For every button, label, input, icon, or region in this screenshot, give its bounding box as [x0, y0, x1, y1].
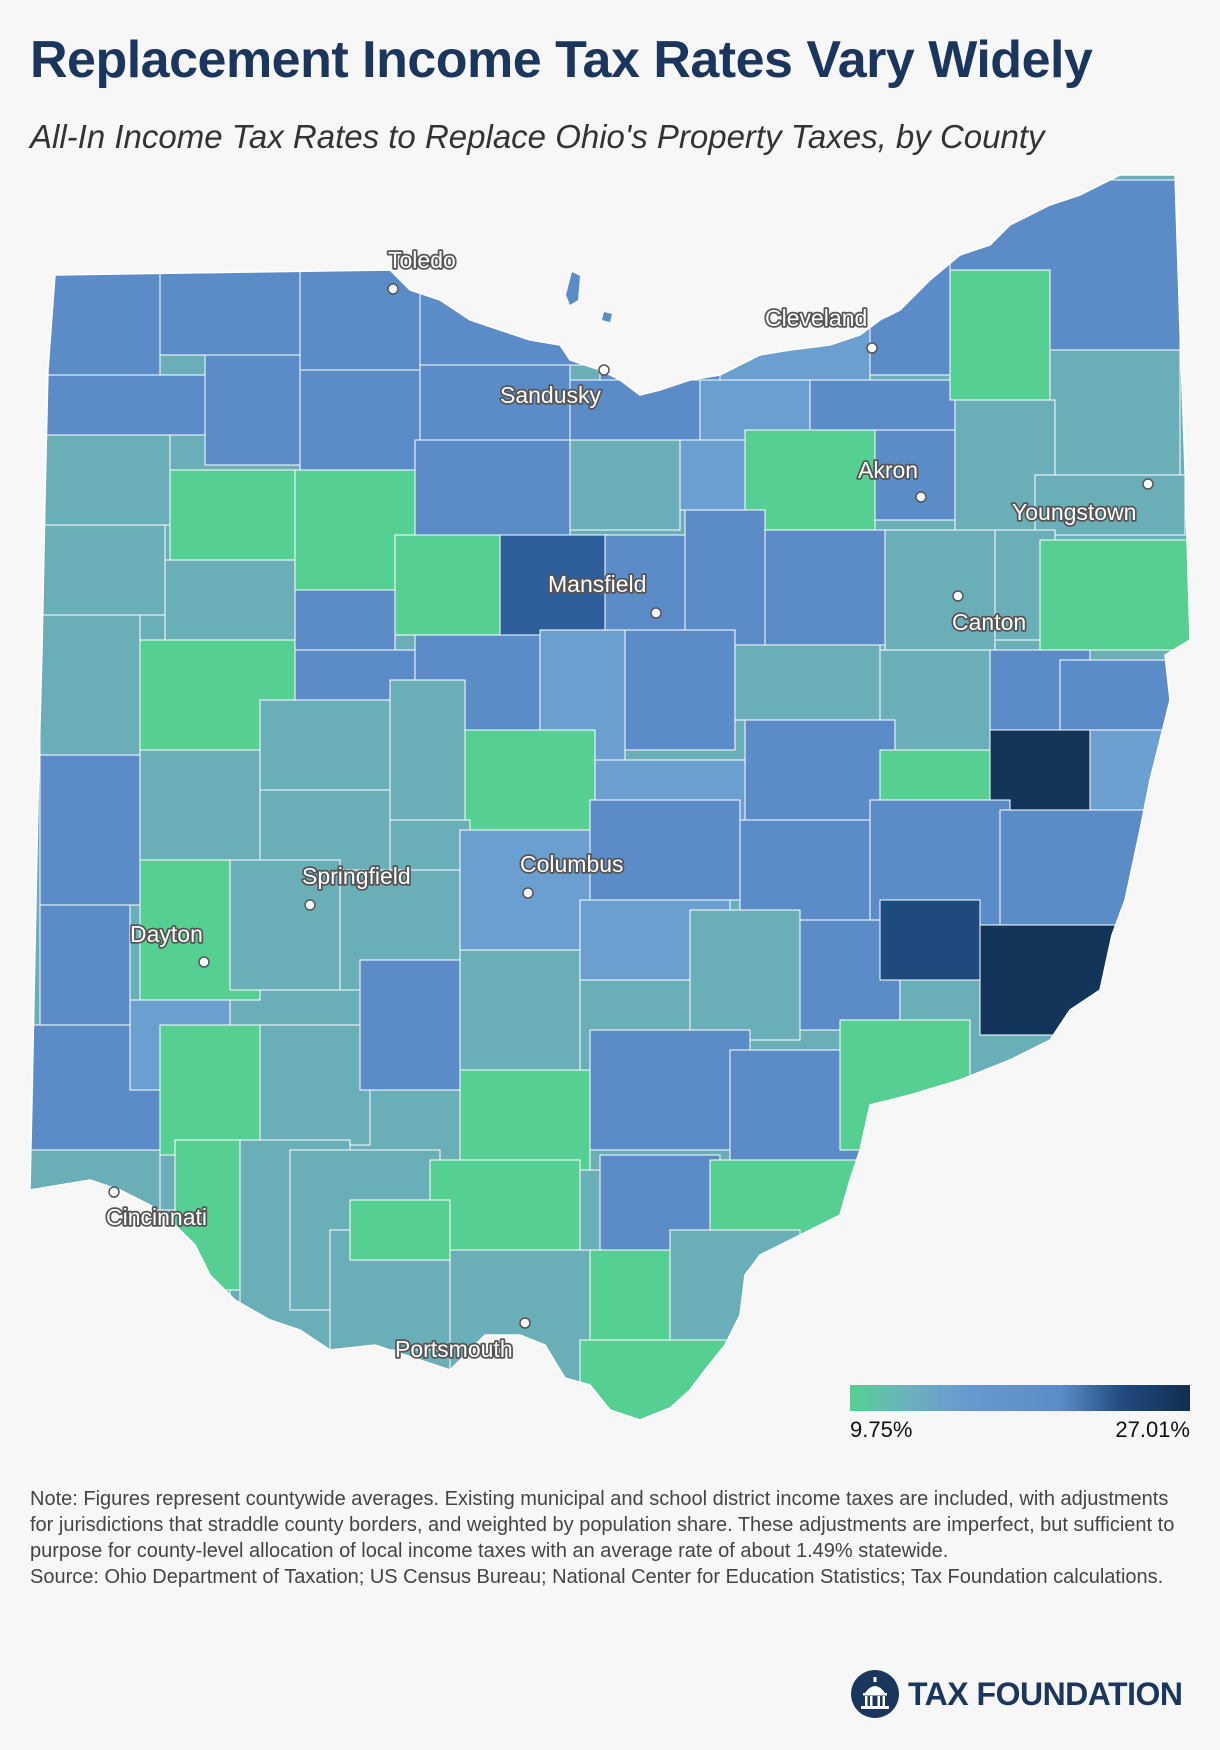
county-region — [809, 379, 961, 431]
county-region — [259, 699, 391, 791]
county-region — [39, 904, 131, 1026]
city-marker-dot — [952, 590, 964, 602]
county-region — [744, 429, 876, 531]
page-title: Replacement Income Tax Rates Vary Widely — [30, 31, 1093, 89]
county-region — [999, 809, 1146, 931]
county-region — [229, 859, 341, 991]
capitol-dome-icon — [851, 1670, 899, 1718]
county-region — [949, 269, 1051, 401]
color-legend: 9.75% 27.01% — [850, 1385, 1190, 1443]
city-label: Toledo — [388, 247, 456, 273]
county-region — [599, 299, 721, 381]
county-region — [1034, 474, 1186, 536]
county-region — [884, 529, 996, 651]
legend-max-label: 27.01% — [1115, 1417, 1190, 1442]
county-region — [459, 1069, 591, 1171]
city-label: Mansfield — [548, 571, 646, 597]
brand-name: TAX FOUNDATION — [908, 1675, 1183, 1712]
city-label: Springfield — [302, 863, 411, 889]
county-region — [839, 1019, 971, 1151]
county-region — [879, 649, 991, 751]
county-region — [764, 529, 886, 646]
city-marker-dot — [198, 956, 210, 968]
county-region — [874, 429, 956, 521]
city-marker-dot — [522, 887, 534, 899]
city-marker-dot — [108, 1186, 120, 1198]
county-region — [39, 374, 206, 436]
city-label: Cleveland — [765, 305, 867, 331]
city-marker-dot — [598, 364, 610, 376]
county-region — [139, 749, 261, 861]
county-region — [459, 949, 581, 1071]
city-marker-dot — [915, 491, 927, 503]
county-region — [389, 679, 466, 841]
county-region — [499, 534, 606, 636]
city-marker-dot — [1142, 478, 1154, 490]
city-marker-dot — [866, 342, 878, 354]
county-region — [1049, 349, 1181, 476]
lake-erie-islands — [566, 272, 612, 322]
county-region — [569, 439, 681, 531]
city-label: Dayton — [130, 921, 203, 947]
county-region — [1089, 729, 1171, 821]
county-region — [204, 354, 301, 466]
note-text: Note: Figures represent countywide avera… — [30, 1488, 1175, 1562]
county-region — [169, 469, 296, 561]
county-region — [989, 729, 1091, 811]
county-region — [684, 509, 766, 651]
tax-foundation-brand: TAX FOUNDATION — [850, 1668, 1190, 1720]
city-label: Sandusky — [500, 382, 602, 408]
county-region — [294, 589, 396, 651]
county-region — [359, 959, 461, 1091]
county-region — [464, 729, 596, 831]
county-region — [624, 629, 736, 751]
county-region — [164, 559, 296, 651]
county-region — [734, 644, 881, 721]
city-marker-dot — [304, 899, 316, 911]
city-marker-dot — [519, 1317, 531, 1329]
county-region — [979, 924, 1126, 1036]
ohio-state-outline — [29, 174, 1191, 1421]
city-label: Columbus — [520, 851, 624, 877]
county-region — [1039, 539, 1190, 651]
county-region — [449, 1249, 591, 1391]
county-fills — [30, 175, 1190, 1420]
county-region — [39, 434, 171, 526]
county-region — [299, 369, 421, 471]
county-region — [689, 909, 801, 1041]
county-region — [394, 534, 501, 636]
city-label: Portsmouth — [395, 1336, 513, 1362]
city-label: Cincinnati — [106, 1204, 207, 1230]
county-region — [39, 754, 141, 906]
county-region — [589, 1029, 751, 1151]
page-subtitle: All-In Income Tax Rates to Replace Ohio'… — [30, 118, 1045, 155]
legend-min-label: 9.75% — [850, 1417, 913, 1442]
county-region — [299, 259, 421, 371]
county-region — [39, 259, 161, 376]
ohio-county-map: Toledo Cleveland Sandusky Akron Youngstown Ma… — [29, 174, 1191, 1421]
county-region — [414, 439, 571, 536]
city-markers: Toledo Cleveland Sandusky Akron Youngstown Ma… — [104, 245, 1154, 1364]
city-label: Youngstown — [1012, 499, 1136, 525]
legend-gradient-bar — [850, 1385, 1190, 1411]
county-region — [589, 799, 741, 901]
county-region — [879, 899, 981, 981]
county-region — [39, 524, 166, 616]
city-label: Akron — [858, 457, 918, 483]
county-region — [604, 534, 686, 646]
city-marker-dot — [387, 283, 399, 295]
county-region — [39, 614, 141, 756]
footnote: Note: Figures represent countywide avera… — [30, 1486, 1190, 1590]
county-region — [259, 1024, 371, 1146]
city-marker-dot — [650, 607, 662, 619]
county-region — [159, 1024, 261, 1156]
source-text: Source: Ohio Department of Taxation; US … — [30, 1566, 1164, 1588]
city-label: Canton — [952, 609, 1026, 635]
county-region — [579, 1339, 731, 1420]
county-region — [159, 259, 301, 356]
county-region — [349, 1199, 451, 1261]
